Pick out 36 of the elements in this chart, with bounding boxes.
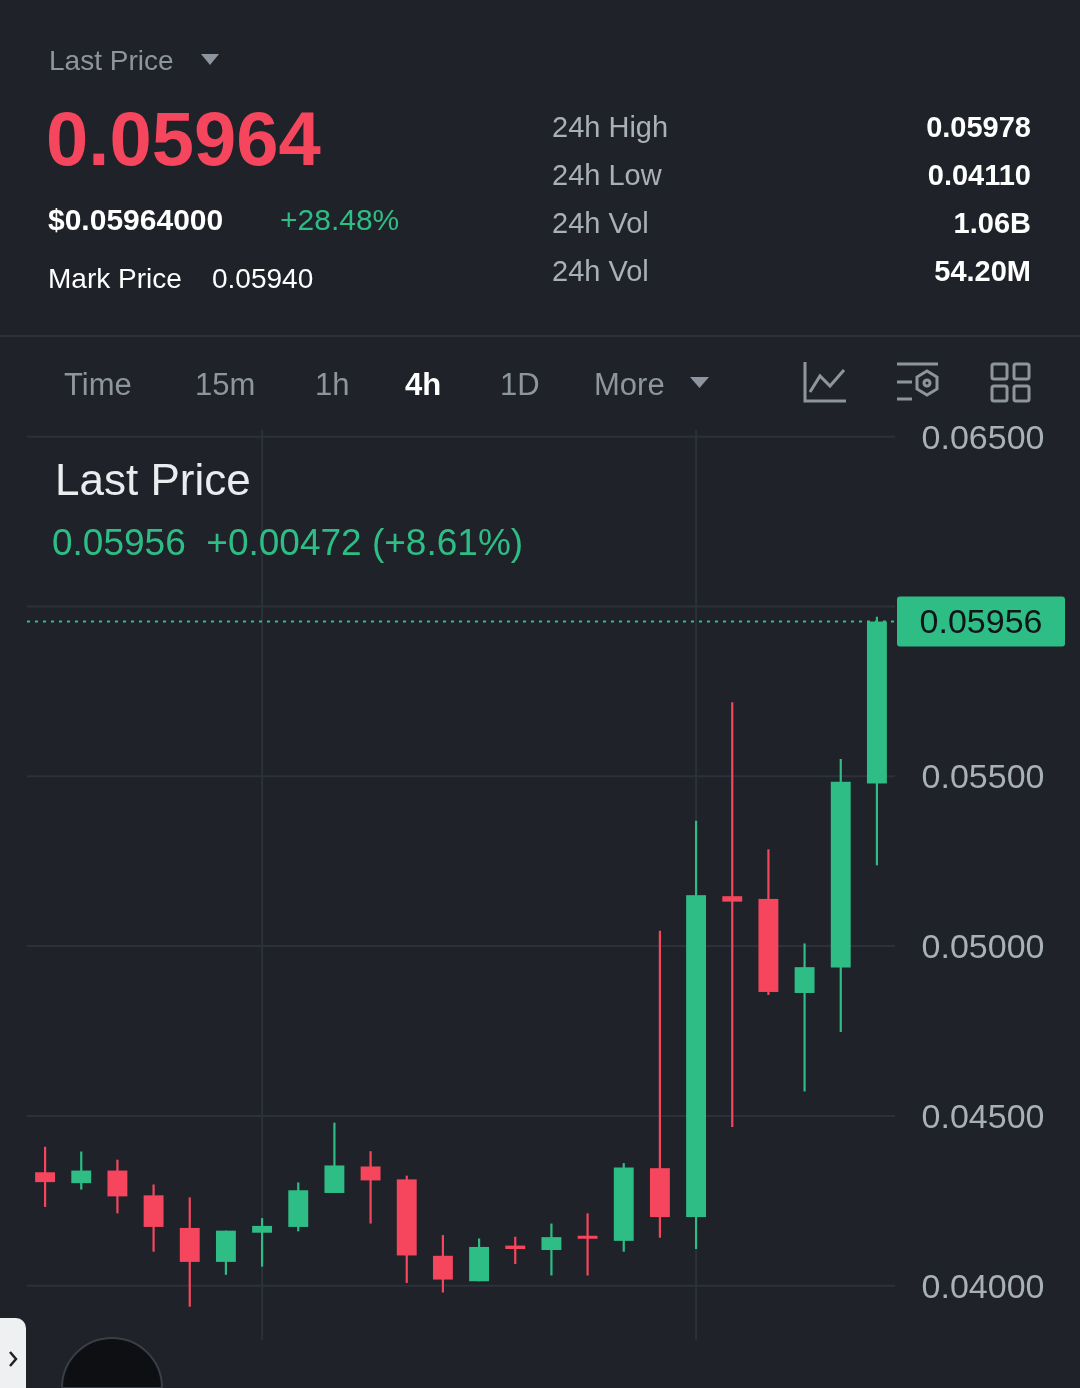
text: 0.04110 (927, 159, 1031, 191)
text: More (594, 367, 665, 402)
y-tick-label: 0.06500 (921, 417, 1045, 456)
text: Last Price (49, 45, 174, 76)
text: 0.05978 (926, 111, 1031, 143)
text: 1.06B (953, 207, 1031, 239)
text: $0.05964000 (48, 203, 224, 236)
candlestick (432, 1233, 453, 1294)
text: 24h High (552, 111, 669, 143)
text: 4h (405, 367, 442, 402)
candlestick (360, 1150, 381, 1225)
y-tick-label: 0.05000 (921, 927, 1045, 966)
text: Last Price (55, 455, 251, 504)
y-tick-label: 0.04500 (921, 1096, 1045, 1135)
text: +28.48% (280, 203, 400, 236)
text: Time (64, 367, 132, 402)
candlestick (35, 1145, 56, 1208)
text: 1D (500, 367, 540, 402)
text: 0.05956 +0.00472 (+8.61%) (52, 522, 524, 563)
ref-line-label: 0.05956 (919, 602, 1043, 641)
text: 24h Vol (552, 255, 649, 287)
text: 54.20M (934, 255, 1031, 287)
candlestick (722, 701, 743, 1129)
candlestick (577, 1212, 598, 1277)
text: 24h Vol (552, 207, 649, 239)
candlestick (252, 1217, 273, 1268)
y-tick-label: 0.05500 (921, 757, 1045, 796)
text: 24h Low (552, 159, 663, 191)
candlestick (71, 1150, 92, 1191)
text: 0.05964 (46, 96, 321, 181)
text: 15m (195, 367, 256, 402)
candlestick (541, 1222, 562, 1277)
text: Mark Price (48, 263, 182, 294)
y-tick-label: 0.04000 (921, 1266, 1045, 1305)
text: 0.05940 (212, 263, 314, 294)
text: 1h (315, 367, 350, 402)
